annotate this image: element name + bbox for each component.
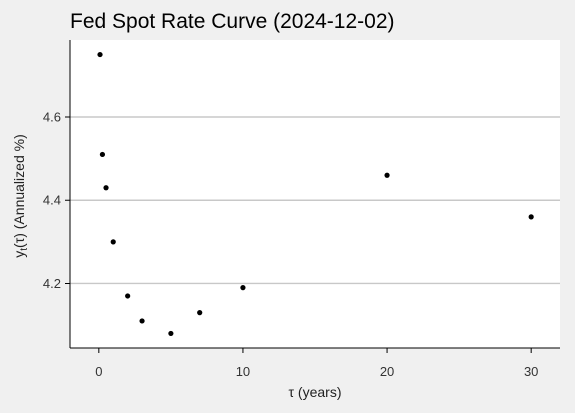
data-point: [139, 318, 145, 324]
data-point: [384, 172, 390, 178]
y-axis-label-main: y: [11, 251, 27, 258]
data-point: [240, 285, 246, 291]
data-points: [97, 51, 534, 337]
data-point: [99, 151, 106, 158]
x-tick-label: 0: [95, 364, 102, 379]
y-tick-label: 4.6: [43, 110, 61, 125]
y-axis-label-rest: (τ) (Annualized %): [11, 134, 27, 248]
y-tick-label: 4.4: [43, 193, 61, 208]
x-tick-label: 30: [524, 364, 538, 379]
x-tick-label: 10: [236, 364, 250, 379]
data-point: [528, 214, 534, 220]
y-axis-label-subscript: t: [19, 248, 30, 251]
y-axis-label: yt(τ) (Annualized %): [11, 134, 30, 257]
data-point: [125, 293, 131, 299]
data-point: [168, 330, 174, 337]
data-point: [103, 185, 109, 191]
x-axis-ticks: 0 10 20 30: [95, 348, 538, 379]
data-point: [197, 310, 203, 316]
chart-title: Fed Spot Rate Curve (2024-12-02): [70, 10, 395, 33]
y-axis-ticks: 4.2 4.4 4.6: [43, 110, 70, 291]
data-point: [97, 51, 103, 58]
x-tick-label: 20: [380, 364, 394, 379]
plot-area: [70, 40, 560, 348]
grid-lines: [70, 116, 560, 285]
y-tick-label: 4.2: [43, 276, 61, 291]
x-axis-label: τ (years): [289, 384, 342, 400]
data-point: [110, 239, 116, 245]
